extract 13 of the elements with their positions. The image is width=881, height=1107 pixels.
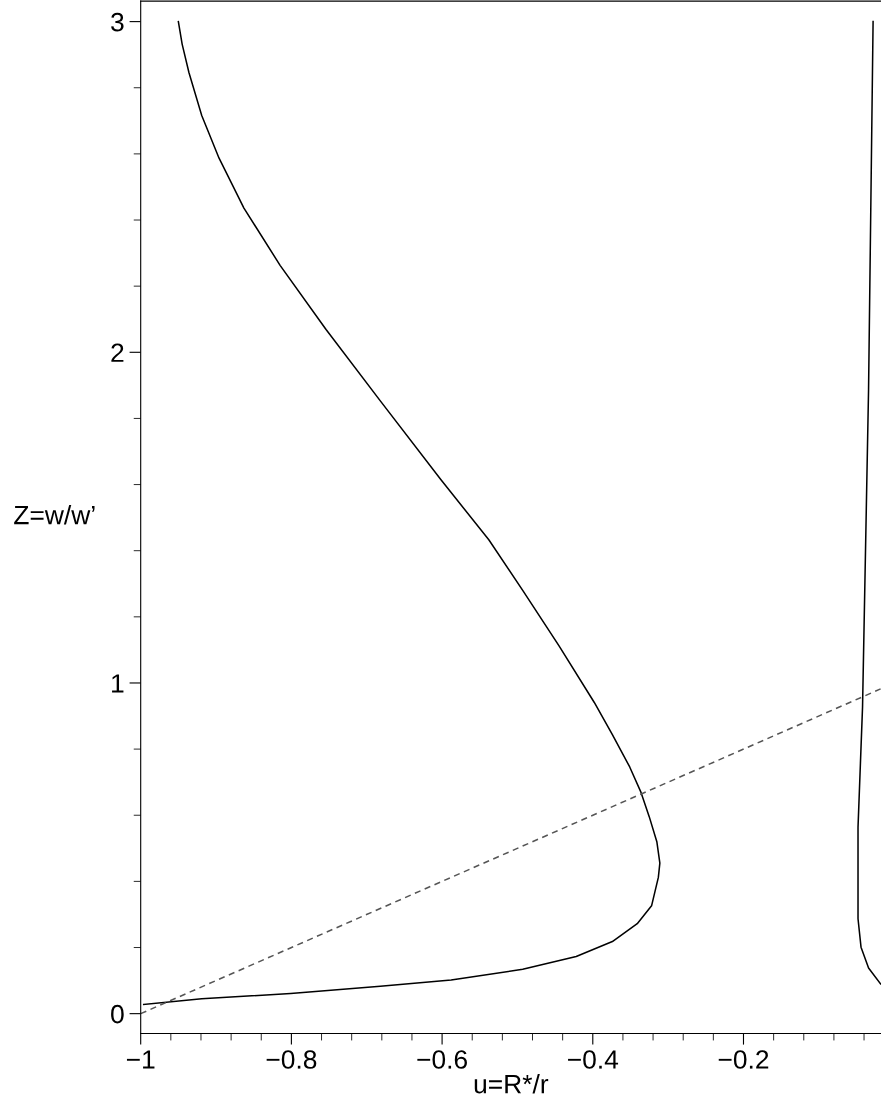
y-tick-label: 0 — [111, 1004, 124, 1024]
x-tick-label: −0.6 — [417, 1050, 467, 1069]
x-tick-label: −0.4 — [568, 1050, 619, 1069]
x-tick-label: −1 — [126, 1050, 155, 1069]
line-series — [857, 20, 881, 985]
y-tick-label: 3 — [111, 12, 124, 32]
line-series — [142, 20, 661, 1006]
x-tick-label: −0.8 — [266, 1050, 317, 1069]
x-axis-title: u=R*/r — [474, 1074, 549, 1094]
x-tick-label: −0.2 — [718, 1050, 769, 1069]
y-axis-title: Z=w/w’ — [14, 505, 95, 525]
y-tick-label: 2 — [111, 343, 124, 362]
y-tick-label: 1 — [112, 674, 124, 693]
